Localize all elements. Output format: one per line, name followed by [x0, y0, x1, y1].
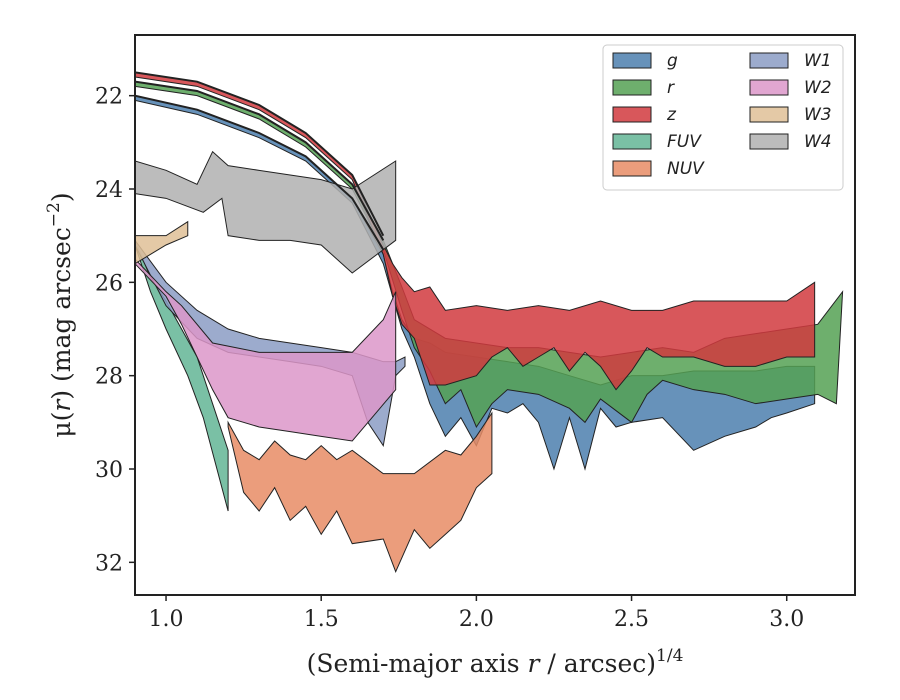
- legend-swatch-z: [612, 106, 652, 123]
- legend-swatch-W4: [749, 133, 789, 150]
- legend-label-r: r: [667, 78, 675, 98]
- band-W3: [135, 220, 189, 265]
- legend-swatch-W1: [749, 52, 789, 69]
- y-tick-label: 26: [95, 271, 123, 296]
- y-axis-label: μ(r) (mag arcsec−2): [44, 192, 76, 437]
- x-tick-label: 2.0: [459, 607, 494, 632]
- legend-label-W1: W1: [804, 51, 832, 71]
- axis-ticks: 1.0 1.5 2.0 2.5 3.0 22 24 26 28 30 32: [95, 85, 804, 632]
- y-tick-label: 32: [95, 551, 123, 576]
- x-tick-label: 2.5: [614, 607, 649, 632]
- legend-label-W4: W4: [804, 132, 832, 152]
- band-W4: [135, 150, 397, 274]
- x-tick-label: 3.0: [769, 607, 804, 632]
- profile-line-3: [135, 94, 385, 251]
- legend-label-W3: W3: [804, 105, 832, 125]
- x-axis-label: (Semi-major axis r / arcsec)1/4: [307, 646, 684, 678]
- legend-swatch-FUV: [612, 133, 652, 150]
- y-tick-label: 30: [95, 458, 123, 483]
- legend-swatch-W3: [749, 106, 789, 123]
- legend: grz FUV NUV W1 W2 W3 W4: [602, 44, 844, 191]
- legend-label-W2: W2: [804, 78, 832, 98]
- y-tick-label: 28: [95, 365, 123, 390]
- legend-label-z: z: [666, 105, 677, 125]
- band-W2: [135, 258, 397, 442]
- legend-label-NUV: NUV: [667, 159, 705, 179]
- x-tick-label: 1.5: [304, 607, 339, 632]
- legend-swatch-g: [612, 52, 652, 69]
- profile-line-2: [135, 80, 385, 241]
- band-NUV: [227, 411, 493, 573]
- y-tick-label: 24: [95, 178, 123, 203]
- profile-line-1: [135, 71, 385, 237]
- legend-swatch-r: [612, 79, 652, 96]
- plot-area: [135, 71, 844, 573]
- legend-label-FUV: FUV: [667, 132, 702, 152]
- legend-swatch-NUV: [612, 160, 652, 177]
- plot-frame: [134, 34, 856, 596]
- y-tick-label: 22: [95, 85, 123, 110]
- legend-label-g: g: [667, 51, 678, 71]
- x-tick-label: 1.0: [149, 607, 184, 632]
- band-z: [135, 71, 816, 391]
- legend-swatch-W2: [749, 79, 789, 96]
